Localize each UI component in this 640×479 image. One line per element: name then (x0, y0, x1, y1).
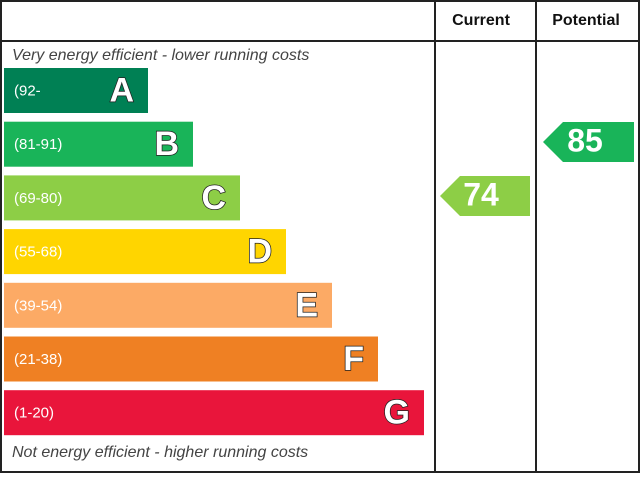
bands: (92- A (81-91) B (69-80) C (55-68) D (39-54) E (21… (4, 68, 424, 436)
band-letter: C (201, 179, 226, 217)
potential-arrow (543, 122, 634, 162)
band-range: (92- (14, 82, 41, 99)
top-note: Very energy efficient - lower running co… (12, 47, 309, 64)
band-range: (21-38) (14, 351, 62, 368)
band (4, 390, 424, 436)
band (4, 68, 148, 113)
current-score: 74 (463, 176, 499, 212)
current-arrow (440, 176, 530, 216)
current-header: Current (452, 12, 510, 29)
band (4, 229, 286, 275)
band-letter: F (343, 340, 364, 378)
band-range: (39-54) (14, 297, 62, 314)
bottom-note: Not energy efficient - higher running co… (12, 444, 308, 461)
band-range: (69-80) (14, 190, 62, 207)
potential-header: Potential (552, 12, 620, 29)
band (4, 336, 378, 382)
band-letter: G (384, 394, 410, 432)
band (4, 282, 332, 328)
potential-score: 85 (567, 122, 603, 158)
band-letter: A (109, 71, 134, 109)
band (4, 175, 240, 221)
band (4, 121, 193, 167)
band-range: (81-91) (14, 136, 62, 153)
band-letter: D (247, 233, 272, 271)
band-range: (1-20) (14, 405, 54, 422)
band-letter: E (295, 286, 318, 324)
band-range: (55-68) (14, 244, 62, 261)
band-letter: B (154, 125, 179, 163)
